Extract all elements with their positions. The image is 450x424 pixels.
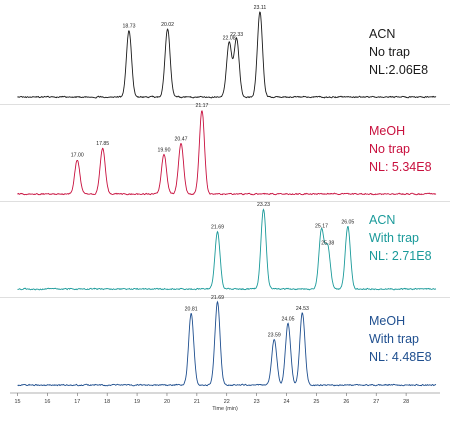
peak-label: 23.59	[268, 332, 281, 338]
peak-label: 17.00	[71, 153, 84, 159]
peak-label: 22.33	[230, 32, 243, 38]
peak-label: 18.73	[123, 24, 136, 30]
peak-labels: 21.69 23.23 25.17 25.38 26.05	[211, 202, 354, 246]
legend-solvent: MeOH	[369, 124, 405, 138]
x-tick-label: 24	[284, 399, 290, 405]
legend-solvent: ACN	[369, 213, 395, 227]
legend-nl: NL: 4.48E8	[369, 350, 432, 364]
peak-label: 17.85	[96, 141, 109, 147]
peak-label: 24.53	[296, 306, 309, 312]
x-tick-label: 22	[224, 399, 230, 405]
x-tick-label: 25	[313, 399, 319, 405]
legend-solvent: MeOH	[369, 314, 405, 328]
peak-label: 21.69	[211, 295, 224, 301]
legend-trap: No trap	[369, 142, 410, 156]
x-tick-label: 27	[373, 399, 379, 405]
x-tick-label: 16	[44, 399, 50, 405]
x-tick-label: 26	[343, 399, 349, 405]
legend-trap: With trap	[369, 332, 419, 346]
trace-line	[17, 110, 437, 196]
x-axis-ticks: 15 16 17 18 19 20 21 22 23 24 25 26 27 28	[15, 393, 409, 405]
x-tick-label: 18	[104, 399, 110, 405]
x-tick-label: 19	[134, 399, 140, 405]
peak-label: 23.11	[254, 5, 267, 11]
x-tick-label: 17	[74, 399, 80, 405]
peak-labels: 17.00 17.85 19.90 20.47 21.17	[71, 103, 209, 159]
legend-nl: NL:2.06E8	[369, 63, 428, 77]
legend-trap: With trap	[369, 231, 419, 245]
legend-nl: NL: 2.71E8	[369, 249, 432, 263]
x-tick-label: 21	[194, 399, 200, 405]
trace-line	[17, 208, 437, 291]
peak-label: 21.17	[195, 103, 208, 109]
legend-solvent: ACN	[369, 27, 395, 41]
trace-line	[17, 11, 437, 99]
peak-label: 20.81	[185, 307, 198, 313]
peak-label: 20.02	[161, 22, 174, 28]
x-axis-title: Time (min)	[212, 406, 238, 412]
peak-label: 19.90	[157, 148, 170, 154]
peak-label: 24.05	[282, 317, 295, 323]
legend-nl: NL: 5.34E8	[369, 160, 432, 174]
peak-label: 21.69	[211, 224, 224, 230]
x-tick-label: 23	[254, 399, 260, 405]
peak-label: 25.17	[315, 224, 328, 230]
peak-label: 22.08	[223, 36, 236, 42]
trace-line	[17, 300, 437, 387]
panel-meoh-no-trap: 17.00 17.85 19.90 20.47 21.17 MeOH No trap N…	[17, 103, 437, 196]
x-tick-label: 15	[15, 399, 21, 405]
peak-label: 23.23	[257, 202, 270, 208]
peak-label: 26.05	[341, 220, 354, 226]
peak-label: 20.47	[175, 137, 188, 143]
x-tick-label: 28	[403, 399, 409, 405]
peak-label: 25.38	[321, 240, 334, 246]
legend-trap: No trap	[369, 45, 410, 59]
x-tick-label: 20	[164, 399, 170, 405]
